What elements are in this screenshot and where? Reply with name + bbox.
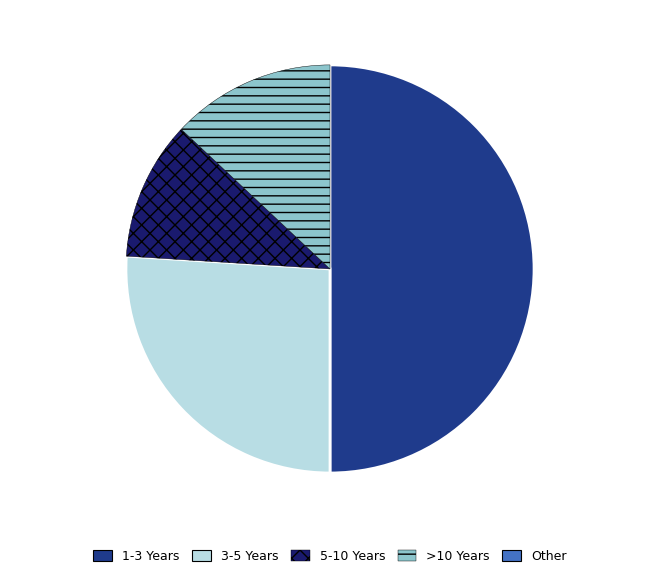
Legend: 1-3 Years, 3-5 Years, 5-10 Years, >10 Years, Other: 1-3 Years, 3-5 Years, 5-10 Years, >10 Ye… (87, 543, 573, 569)
Wedge shape (182, 65, 330, 269)
Wedge shape (126, 129, 330, 269)
Wedge shape (126, 256, 330, 473)
Wedge shape (330, 65, 534, 473)
